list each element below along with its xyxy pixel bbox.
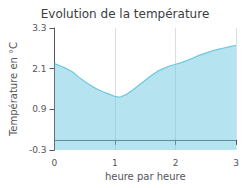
svg-text:3: 3	[233, 158, 239, 168]
svg-text:Evolution de la température: Evolution de la température	[41, 7, 210, 21]
svg-text:3.3: 3.3	[32, 23, 46, 33]
svg-text:1: 1	[112, 158, 118, 168]
svg-text:Température en °C: Température en °C	[8, 42, 19, 137]
svg-text:0: 0	[52, 158, 58, 168]
svg-text:heure par heure: heure par heure	[105, 171, 186, 182]
svg-text:2.1: 2.1	[32, 64, 46, 74]
svg-text:2: 2	[173, 158, 179, 168]
svg-text:-0.3: -0.3	[29, 145, 47, 155]
svg-text:0.9: 0.9	[32, 104, 47, 114]
